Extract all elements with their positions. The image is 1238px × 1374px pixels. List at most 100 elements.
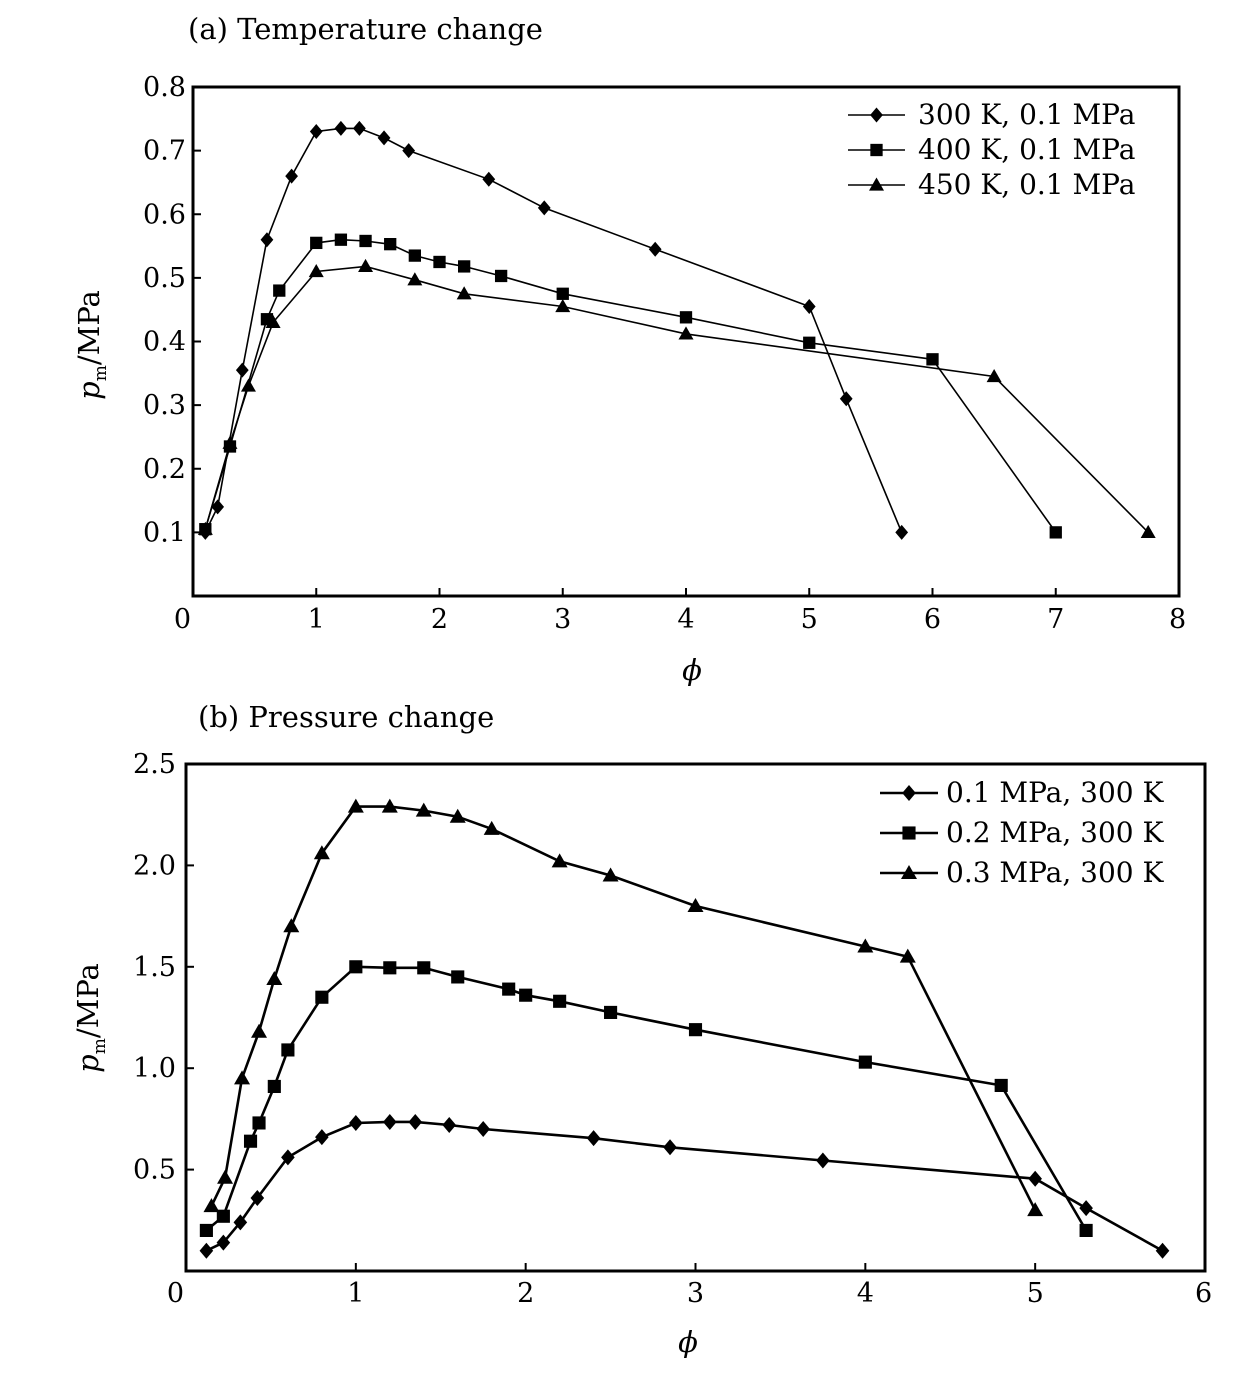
data-point-square: [451, 970, 465, 984]
data-point-square: [408, 249, 421, 262]
chart-a-y-ticks: 0.1 0.2 0.3 0.4 0.5 0.6 0.7 0.8: [143, 72, 201, 548]
data-point-diamond: [353, 120, 366, 136]
data-point-square: [349, 960, 363, 974]
chart-b-y-label-unit: /MPa: [71, 963, 105, 1038]
data-point-diamond: [648, 241, 662, 257]
data-point-triangle: [407, 272, 423, 286]
data-point-triangle: [899, 948, 916, 963]
data-point-square: [1079, 1223, 1093, 1237]
data-point-diamond: [199, 1242, 214, 1259]
data-point-square: [556, 287, 569, 300]
x-tick-label: 6: [924, 604, 941, 635]
data-point-square: [502, 982, 516, 996]
chart-a-y-label-symbol: p: [72, 381, 106, 400]
data-point-triangle: [678, 326, 694, 340]
data-point-triangle: [1027, 1202, 1044, 1217]
chart-b-pressure-change: (b) Pressure change 0 1 2 3 4 5 6 0.5 1.0 1.5 2.0…: [71, 700, 1212, 1359]
series-square: [199, 960, 1093, 1237]
x-tick-label: 3: [554, 604, 571, 635]
data-point-diamond: [1028, 1170, 1042, 1187]
data-point-triangle: [415, 802, 432, 817]
y-tick-label: 2.5: [133, 749, 176, 780]
data-point-diamond: [442, 1116, 457, 1133]
data-point-triangle: [234, 1070, 251, 1085]
chart-a-x-ticks: 0 1 2 3 4 5 6 7 8: [174, 588, 1186, 635]
chart-b-y-label-subscript: m: [90, 1038, 110, 1054]
data-point-diamond: [235, 362, 249, 378]
x-tick-label: 3: [687, 1278, 704, 1309]
data-point-triangle: [1140, 524, 1156, 538]
data-point-triangle: [265, 314, 281, 329]
legend-entry: 400 K, 0.1 MPa: [848, 133, 1135, 166]
x-tick-label: 8: [1169, 604, 1186, 635]
chart-b-series: [199, 798, 1170, 1259]
data-point-diamond: [1155, 1242, 1170, 1259]
y-tick-label: 0.5: [133, 1155, 176, 1186]
data-point-triangle: [266, 970, 283, 985]
data-point-square: [199, 1223, 213, 1237]
y-tick-label: 0.5: [143, 263, 186, 294]
data-point-square: [994, 1078, 1008, 1092]
data-point-square: [926, 353, 939, 366]
data-point-square: [553, 994, 567, 1008]
data-point-triangle: [602, 867, 619, 882]
y-tick-label: 0.2: [143, 454, 186, 485]
x-tick-label: 2: [517, 1278, 534, 1309]
data-point-diamond: [537, 200, 551, 216]
data-point-diamond: [476, 1121, 491, 1138]
data-point-triangle: [986, 368, 1002, 383]
data-point-triangle: [449, 808, 466, 823]
legend-entry: 0.3 MPa, 300 K: [880, 856, 1165, 889]
chart-b-x-ticks: 0 1 2 3 4 5 6: [167, 1263, 1212, 1309]
legend-entry: 450 K, 0.1 MPa: [848, 168, 1135, 201]
data-point-triangle: [313, 845, 330, 860]
legend-label: 400 K, 0.1 MPa: [918, 133, 1135, 166]
chart-a-x-axis-label: ϕ: [682, 653, 702, 687]
chart-a-y-label-subscript: m: [91, 365, 111, 381]
legend-label: 450 K, 0.1 MPa: [918, 168, 1135, 201]
data-point-diamond: [1079, 1200, 1093, 1217]
legend-entry: 0.2 MPa, 300 K: [880, 816, 1165, 849]
data-point-diamond: [408, 1113, 423, 1130]
y-tick-label: 0.6: [143, 199, 186, 230]
data-point-triangle: [308, 264, 324, 278]
data-point-triangle: [483, 820, 500, 835]
legend-label: 0.1 MPa, 300 K: [946, 776, 1165, 809]
legend-marker-square: [870, 143, 883, 157]
data-point-square: [281, 1043, 295, 1057]
series-line-square: [205, 965, 1088, 1232]
data-point-diamond: [250, 1189, 265, 1206]
data-point-diamond: [895, 524, 909, 540]
x-tick-label: 4: [677, 604, 694, 635]
y-tick-label: 0.8: [143, 72, 186, 103]
data-point-diamond: [309, 124, 323, 140]
data-point-square: [688, 1023, 703, 1037]
legend-marker-triangle: [869, 177, 884, 191]
data-point-triangle: [381, 798, 398, 813]
series-line-triangle: [210, 805, 1037, 1211]
data-point-square: [458, 260, 471, 273]
legend-marker-triangle: [901, 865, 917, 879]
data-point-triangle: [358, 258, 374, 273]
y-tick-label: 1.5: [133, 952, 176, 983]
x-tick-label: 7: [1047, 604, 1064, 635]
data-point-triangle: [551, 853, 568, 868]
data-point-triangle: [283, 918, 300, 933]
series-triangle: [197, 258, 1156, 538]
data-point-square: [359, 234, 372, 248]
data-point-diamond: [377, 130, 391, 146]
data-point-square: [273, 284, 286, 297]
data-point-diamond: [285, 168, 298, 184]
series-diamond: [199, 1113, 1170, 1259]
x-tick-label: 4: [857, 1278, 874, 1309]
data-point-square: [604, 1005, 618, 1019]
y-tick-label: 1.0: [133, 1053, 176, 1084]
series-diamond: [198, 120, 909, 540]
data-point-triangle: [687, 897, 704, 912]
x-tick-label: 2: [431, 604, 448, 635]
data-point-triangle: [555, 299, 571, 313]
series-line-triangle: [204, 265, 1149, 533]
data-point-diamond: [816, 1152, 830, 1169]
y-tick-label: 0.7: [143, 136, 186, 167]
